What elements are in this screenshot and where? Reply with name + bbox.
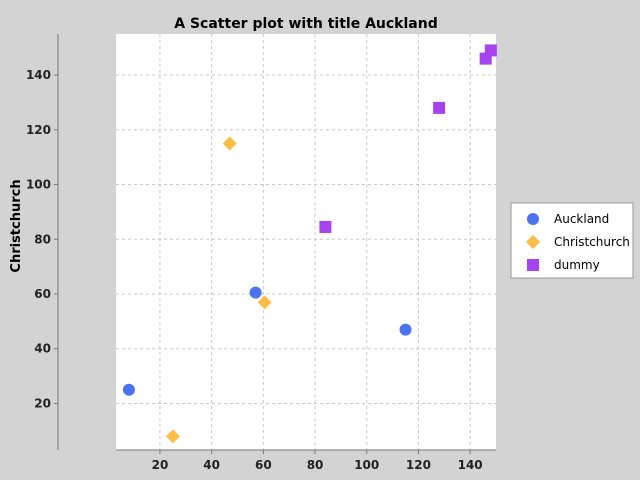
y-tick-label-100: 100: [26, 178, 51, 192]
x-tick-label-100: 100: [354, 458, 379, 472]
point-christchurch-2: [222, 136, 237, 151]
legend-marker-christchurch: [526, 235, 540, 249]
x-tick-label-80: 80: [307, 458, 324, 472]
y-axis-label: Christchurch: [9, 179, 24, 272]
point-dummy-1: [319, 220, 332, 233]
y-tick-label-80: 80: [34, 232, 51, 246]
legend-label-auckland: Auckland: [554, 212, 609, 226]
point-dummy-2: [433, 101, 446, 114]
y-tick-label-40: 40: [34, 342, 51, 356]
y-tick-label-60: 60: [34, 287, 51, 301]
x-tick-label-140: 140: [458, 458, 483, 472]
point-christchurch-1: [165, 429, 180, 444]
plot-area: [116, 34, 496, 450]
legend-label-dummy: dummy: [554, 258, 600, 272]
y-tick-label-140: 140: [26, 68, 51, 82]
data-points: [122, 44, 497, 444]
y-axis-ticks: 20 40 60 80 100 120 140: [26, 68, 58, 410]
chart-title: A Scatter plot with title Auckland: [174, 16, 437, 32]
point-auckland-1: [122, 383, 135, 396]
y-tick-label-20: 20: [34, 396, 51, 410]
legend: Auckland Christchurch dummy: [510, 202, 634, 279]
point-auckland-2: [249, 286, 262, 299]
y-tick-label-120: 120: [26, 123, 51, 137]
x-tick-label-20: 20: [152, 458, 169, 472]
point-dummy-3: [479, 52, 492, 65]
x-tick-label-120: 120: [406, 458, 431, 472]
x-axis-ticks: 20 40 60 80 100 120 140: [152, 450, 483, 472]
point-christchurch-3: [257, 295, 272, 310]
point-dummy-4: [484, 44, 497, 57]
x-tick-label-60: 60: [255, 458, 272, 472]
legend-marker-auckland: [527, 213, 539, 225]
legend-marker-dummy: [527, 259, 539, 271]
x-tick-label-40: 40: [203, 458, 220, 472]
legend-label-christchurch: Christchurch: [554, 235, 630, 249]
point-auckland-3: [399, 323, 412, 336]
